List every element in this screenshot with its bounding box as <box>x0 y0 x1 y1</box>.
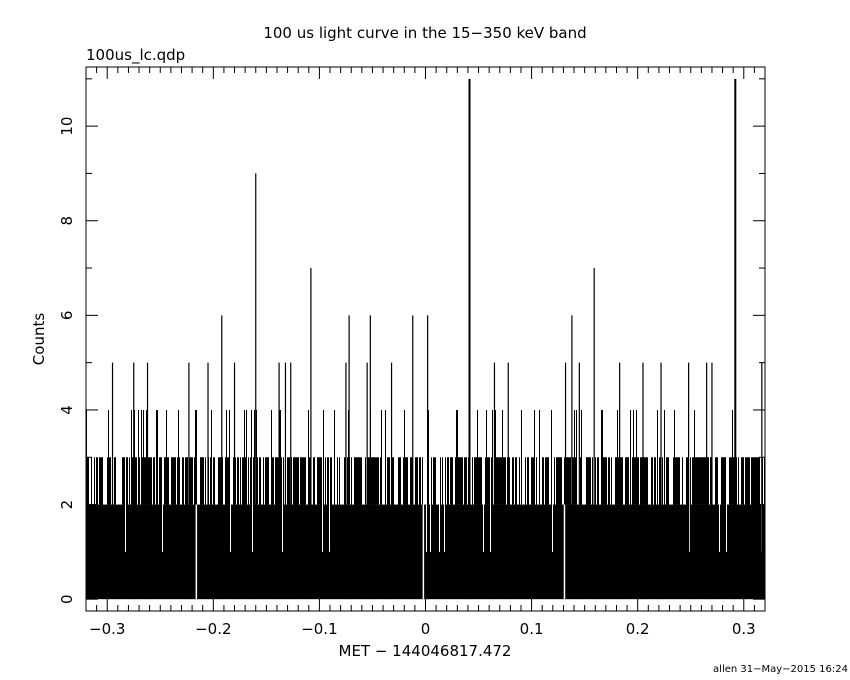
y-tick-label: 4 <box>58 405 76 415</box>
y-axis-tick-labels: 0 2 4 6 8 10 <box>58 117 76 604</box>
plot-area <box>86 78 765 600</box>
x-tick-label: −0.3 <box>89 620 125 638</box>
x-tick-label: 0.2 <box>626 620 650 638</box>
chart-subtitle: 100us_lc.qdp <box>86 46 185 65</box>
chart-title: 100 us light curve in the 15−350 keV ban… <box>263 24 586 42</box>
y-tick-label: 6 <box>58 311 76 321</box>
x-axis-label: MET − 144046817.472 <box>339 642 512 660</box>
low-count-bins <box>125 504 762 552</box>
y-axis-ticks <box>86 78 765 600</box>
x-axis-tick-labels: −0.3 −0.2 −0.1 0 0.1 0.2 0.3 <box>89 620 756 638</box>
y-tick-label: 0 <box>58 594 76 604</box>
y-tick-label: 2 <box>58 500 76 510</box>
y-tick-label: 10 <box>58 117 76 136</box>
footer-credit: allen 31−May−2015 16:24 <box>713 664 848 675</box>
y-tick-label: 8 <box>58 216 76 226</box>
x-tick-label: 0 <box>421 620 431 638</box>
x-tick-label: −0.1 <box>301 620 337 638</box>
y-axis-label: Counts <box>30 313 48 366</box>
x-tick-label: 0.3 <box>732 620 756 638</box>
baseline-bins <box>86 504 765 600</box>
x-tick-label: −0.2 <box>195 620 231 638</box>
x-axis-ticks <box>85 67 766 611</box>
x-tick-label: 0.1 <box>520 620 544 638</box>
